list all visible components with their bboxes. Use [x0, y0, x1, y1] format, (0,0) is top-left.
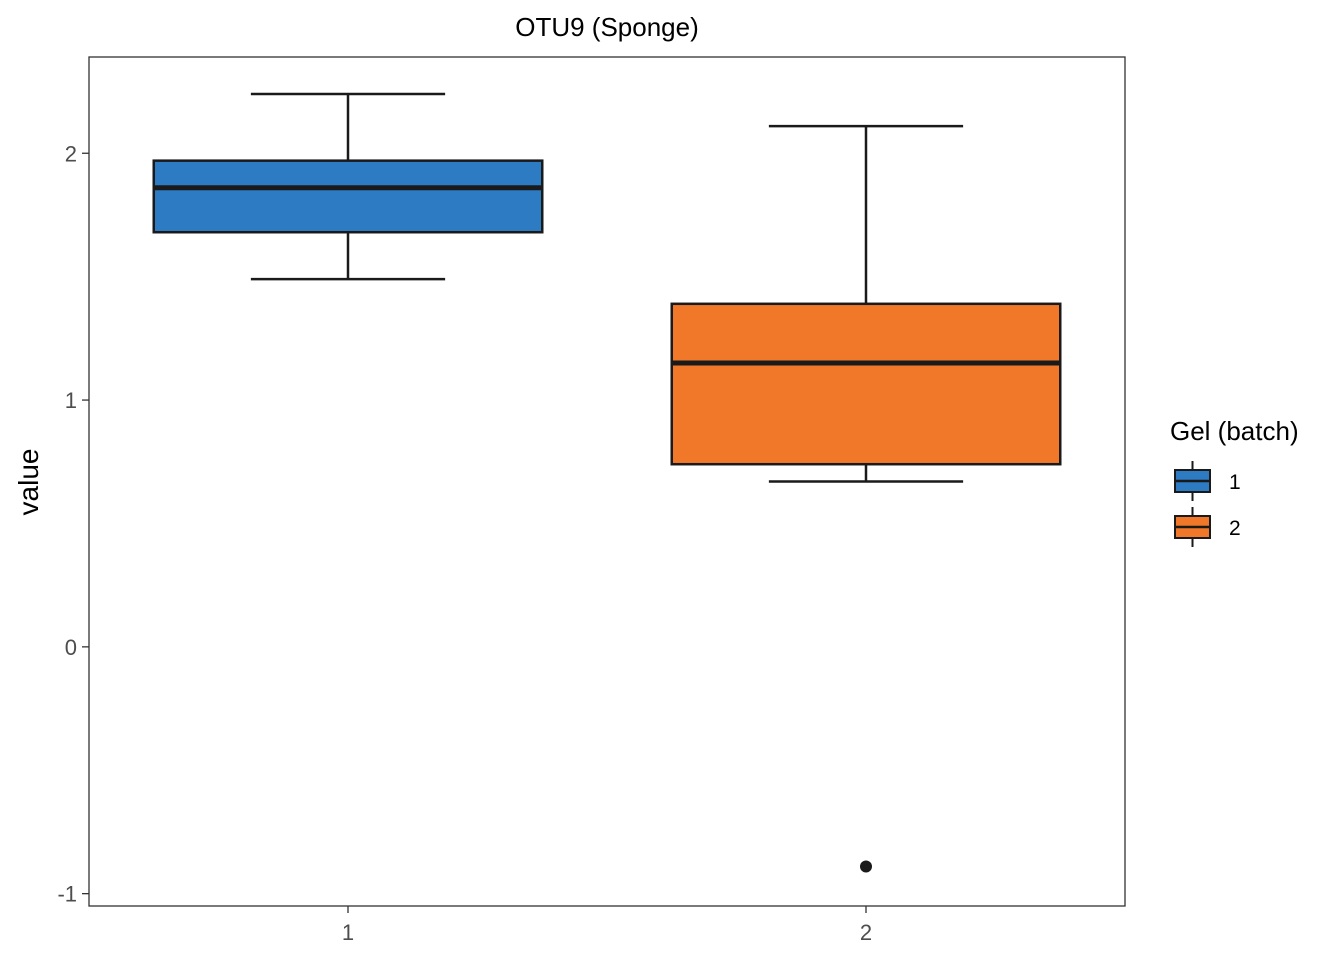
y-tick-label: 1 [65, 388, 77, 413]
box-group-1 [152, 92, 544, 281]
legend-title: Gel (batch) [1170, 416, 1299, 446]
plot-area: -1 0 1 2 1 2 [57, 56, 1126, 945]
legend: Gel (batch) 1 2 [1170, 416, 1299, 547]
legend-item-2: 2 [1174, 507, 1241, 547]
box-iqr [152, 159, 544, 234]
y-tick-label: 0 [65, 635, 77, 660]
box-group-2 [670, 124, 1062, 873]
box-iqr [670, 302, 1062, 466]
outlier-point [860, 860, 872, 873]
panel-border [88, 56, 1126, 907]
chart-title: OTU9 (Sponge) [515, 12, 699, 42]
y-tick-label: -1 [57, 882, 77, 907]
x-tick-label: 2 [860, 920, 872, 945]
y-tick-label: 2 [65, 141, 77, 166]
y-axis-title: value [13, 449, 44, 516]
legend-item-label: 2 [1229, 517, 1241, 540]
legend-item-1: 1 [1174, 461, 1241, 501]
legend-item-label: 1 [1229, 471, 1241, 494]
x-tick-label: 1 [342, 920, 354, 945]
